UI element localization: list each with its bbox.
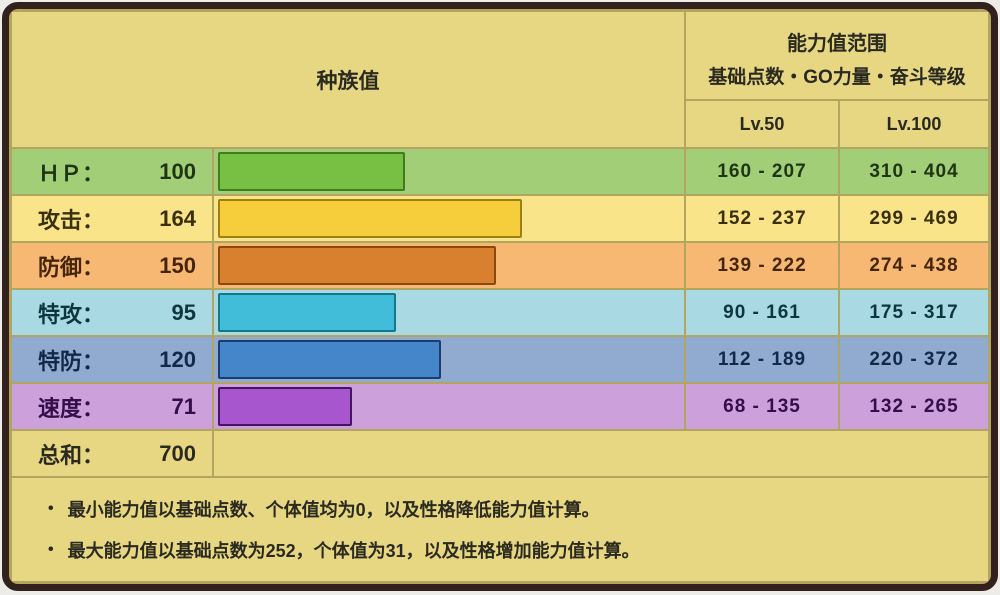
stat-name: 攻击： <box>38 207 105 233</box>
speed-bar <box>218 387 352 426</box>
lv50-range: 90 - 161 <box>686 290 838 335</box>
stat-value: 71 <box>171 393 196 419</box>
stat-value: 164 <box>159 205 196 231</box>
sp-defense-bar <box>218 340 442 379</box>
lv100-range: 310 - 404 <box>840 149 988 194</box>
total-value: 700 <box>159 440 196 466</box>
stat-label-cell: 防御： 150 <box>12 243 212 288</box>
lv100-range: 220 - 372 <box>840 337 988 382</box>
stat-row-hp: ＨＰ： 100 160 - 207 310 - 404 <box>12 149 988 194</box>
attack-bar <box>218 199 522 238</box>
stat-row-defense: 防御： 150 139 - 222 274 - 438 <box>12 243 988 288</box>
stat-row-speed: 速度： 71 68 - 135 132 - 265 <box>12 384 988 429</box>
table-header: 种族值 能力值范围 基础点数・GO力量・奋斗等级 Lv.50 Lv.100 <box>12 12 988 147</box>
note-text: 最小能力值以基础点数、个体值均为0，以及性格降低能力值计算。 <box>67 500 600 520</box>
stat-value: 100 <box>159 158 196 184</box>
base-stats-title: 种族值 <box>316 69 380 93</box>
range-subtitle: 基础点数・GO力量・奋斗等级 <box>708 66 966 88</box>
note-min: • 最小能力值以基础点数、个体值均为0，以及性格降低能力值计算。 <box>48 496 988 522</box>
notes-section: • 最小能力值以基础点数、个体值均为0，以及性格降低能力值计算。 • 最大能力值… <box>12 478 988 581</box>
stat-name: 防御： <box>38 254 105 280</box>
defense-bar <box>218 246 497 285</box>
lv50-range: 112 - 189 <box>686 337 838 382</box>
stat-value: 150 <box>159 252 196 278</box>
note-text: 最大能力值以基础点数为252，个体值为31，以及性格增加能力值计算。 <box>67 541 640 561</box>
stat-bar-cell <box>214 196 684 241</box>
lv50-range: 68 - 135 <box>686 384 838 429</box>
range-header-cell: 能力值范围 基础点数・GO力量・奋斗等级 <box>686 12 988 99</box>
stat-bar-cell <box>214 384 684 429</box>
stat-bar-cell <box>214 337 684 382</box>
stat-row-sp-attack: 特攻： 95 90 - 161 175 - 317 <box>12 290 988 335</box>
stat-name: 特防： <box>38 348 105 374</box>
total-empty-cell <box>214 431 988 476</box>
level-header-row: Lv.50 Lv.100 <box>686 101 988 147</box>
note-max: • 最大能力值以基础点数为252，个体值为31，以及性格增加能力值计算。 <box>48 537 988 563</box>
bullet-icon: • <box>48 541 54 558</box>
lv100-range: 175 - 317 <box>840 290 988 335</box>
lv100-range: 274 - 438 <box>840 243 988 288</box>
range-title: 能力值范围 <box>787 32 887 55</box>
stat-label-cell: 特攻： 95 <box>12 290 212 335</box>
range-header-section: 能力值范围 基础点数・GO力量・奋斗等级 Lv.50 Lv.100 <box>686 12 988 147</box>
lv50-range: 139 - 222 <box>686 243 838 288</box>
hp-bar <box>218 152 405 191</box>
lv100-range: 132 - 265 <box>840 384 988 429</box>
stat-name: 速度： <box>38 395 105 421</box>
bullet-icon: • <box>48 500 54 517</box>
lv100-range: 299 - 469 <box>840 196 988 241</box>
base-stats-header-cell: 种族值 <box>12 12 684 147</box>
stat-label-cell: 特防： 120 <box>12 337 212 382</box>
stat-label-cell: 速度： 71 <box>12 384 212 429</box>
lv100-header: Lv.100 <box>840 101 988 147</box>
stat-label-cell: ＨＰ： 100 <box>12 149 212 194</box>
stat-row-attack: 攻击： 164 152 - 237 299 - 469 <box>12 196 988 241</box>
stat-bar-cell <box>214 243 684 288</box>
stat-value: 95 <box>171 299 196 325</box>
stat-name: 特攻： <box>38 301 105 327</box>
stat-bar-cell <box>214 149 684 194</box>
stat-name: ＨＰ： <box>38 160 105 186</box>
lv50-range: 152 - 237 <box>686 196 838 241</box>
total-row: 总和： 700 <box>12 431 988 476</box>
stat-value: 120 <box>159 346 196 372</box>
total-label: 总和： <box>38 442 105 468</box>
lv50-header: Lv.50 <box>686 101 838 147</box>
stat-bar-cell <box>214 290 684 335</box>
stat-label-cell: 攻击： 164 <box>12 196 212 241</box>
lv50-range: 160 - 207 <box>686 149 838 194</box>
sp-attack-bar <box>218 293 396 332</box>
total-label-cell: 总和： 700 <box>12 431 212 476</box>
stat-row-sp-defense: 特防： 120 112 - 189 220 - 372 <box>12 337 988 382</box>
